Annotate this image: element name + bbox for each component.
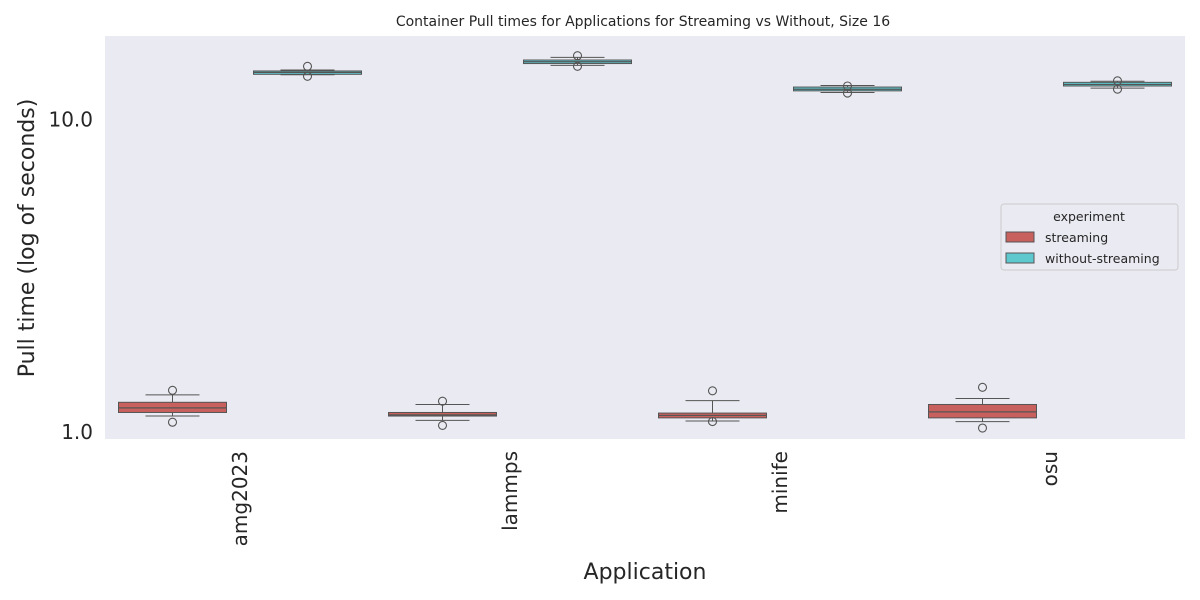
outlier-point — [977, 382, 988, 392]
x-axis-ticks: amg2023 lammps minife osu — [228, 451, 1062, 546]
legend-frame — [1000, 203, 1179, 271]
outlier-point — [302, 61, 313, 71]
outlier-point — [842, 88, 853, 98]
outlier-point — [572, 61, 583, 71]
box-without-streaming-minife — [793, 81, 902, 98]
outlier-point — [707, 417, 718, 427]
legend: experiment streaming without-streaming — [1000, 203, 1179, 271]
x-axis-label: Application — [584, 560, 707, 585]
y-axis-ticks: 1.0 10.0 — [48, 108, 93, 445]
outlier-point — [707, 386, 718, 396]
outlier-point — [302, 71, 313, 81]
chart-title: Container Pull times for Applications fo… — [396, 14, 890, 30]
outlier-point — [437, 420, 448, 430]
boxes-layer — [118, 51, 1172, 433]
box-without-streaming-amg2023 — [253, 61, 362, 81]
box-streaming-lammps — [388, 396, 497, 430]
outlier-point — [437, 396, 448, 406]
outlier-point — [977, 423, 988, 433]
x-tick-label: amg2023 — [228, 451, 252, 546]
outlier-point — [572, 51, 583, 61]
y-axis-label: Pull time (log of seconds) — [15, 99, 40, 378]
x-tick-label: lammps — [498, 451, 522, 531]
y-tick-label: 1.0 — [61, 420, 93, 444]
legend-swatch-streaming — [1005, 231, 1035, 243]
box-without-streaming-osu — [1063, 76, 1172, 94]
outlier-point — [167, 417, 178, 427]
legend-label-streaming: streaming — [1045, 230, 1108, 245]
box-streaming-osu — [928, 382, 1037, 433]
box-body — [928, 403, 1037, 419]
box-streaming-minife — [658, 386, 767, 427]
outlier-point — [1112, 84, 1123, 94]
legend-items: streaming without-streaming — [1005, 230, 1160, 266]
y-tick-label: 10.0 — [48, 108, 93, 132]
x-tick-label: minife — [768, 451, 792, 514]
legend-label-without-streaming: without-streaming — [1045, 251, 1160, 266]
legend-title: experiment — [1053, 209, 1125, 224]
box-without-streaming-lammps — [523, 51, 632, 71]
legend-swatch-without-streaming — [1005, 252, 1035, 264]
outlier-point — [167, 385, 178, 395]
outlier-point — [842, 81, 853, 91]
x-tick-label: osu — [1038, 451, 1062, 486]
box-streaming-amg2023 — [118, 385, 227, 427]
